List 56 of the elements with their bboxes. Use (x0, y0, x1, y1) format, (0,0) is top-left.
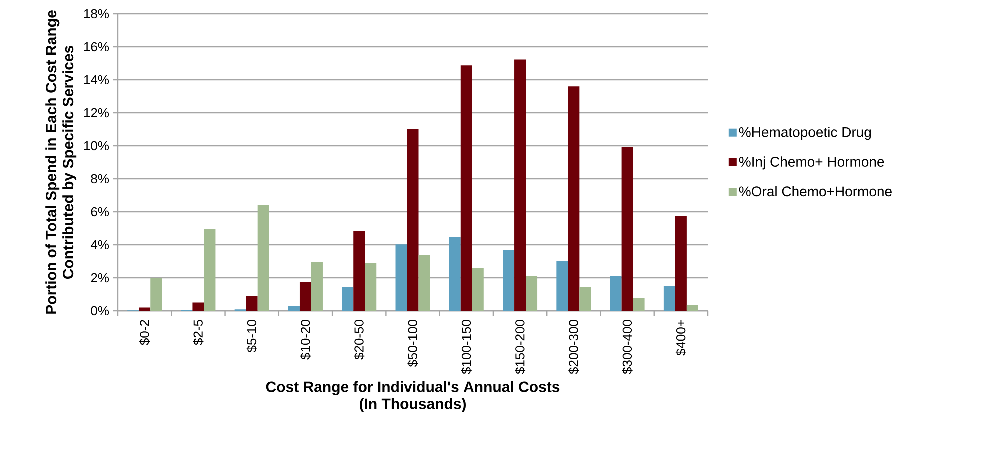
bar (664, 286, 676, 311)
bar (365, 262, 377, 311)
bar (526, 276, 538, 311)
bar (622, 146, 634, 311)
bar (503, 250, 515, 311)
x-tick-label: $5-10 (246, 320, 258, 353)
bar (311, 262, 323, 311)
bar (514, 60, 526, 311)
bar (396, 244, 408, 311)
x-tick-label: $300-400 (622, 320, 633, 374)
y-tick-label: 16% (84, 42, 110, 52)
x-axis-title: Cost Range for Individual's Annual Costs (In Thousands) (266, 381, 560, 412)
bar (204, 228, 216, 311)
bar (342, 287, 354, 311)
bar (246, 296, 258, 311)
legend-label: %Hematopoetic Drug (739, 127, 872, 140)
bar (556, 261, 568, 311)
bar (633, 298, 645, 311)
y-tick-label: 4% (90, 240, 110, 250)
y-tick-label: 2% (91, 273, 110, 283)
y-tick-label: 8% (91, 174, 110, 184)
x-tick-label: $50-100 (408, 320, 418, 368)
y-tick-label: 10% (84, 141, 110, 151)
bar (686, 305, 698, 311)
x-tick-label: $20-50 (354, 320, 365, 360)
x-tick-label: $0-2 (140, 320, 150, 346)
bar (407, 130, 419, 311)
y-tick-label: 6% (91, 207, 110, 217)
y-tick-label: 12% (84, 108, 110, 118)
x-tick-label: $100-150 (461, 320, 472, 374)
x-tick-label: $2-5 (193, 320, 204, 346)
legend-label: %Oral Chemo+Hormone (739, 186, 892, 197)
bar (472, 268, 484, 311)
bar (300, 282, 312, 311)
bar (258, 205, 270, 311)
legend-label: %Inj Chemo+ Hormone (739, 156, 884, 170)
x-tick-label: $400+ (676, 320, 686, 356)
bar (150, 278, 162, 311)
y-tick-label: 18% (84, 9, 110, 19)
y-axis-title: Portion of Total Spend in Each Cost Range Contributed by Specific Services (46, 10, 77, 314)
bar (192, 302, 204, 311)
x-tick-label: $200-300 (568, 320, 580, 374)
bar (580, 287, 592, 311)
bar (675, 216, 687, 311)
bar (354, 230, 366, 311)
bar (288, 306, 300, 311)
bar (418, 255, 430, 311)
bar (610, 276, 622, 311)
bar (568, 86, 580, 311)
x-tick-label: $150-200 (515, 320, 526, 374)
bar (449, 237, 461, 311)
y-tick-label: 14% (84, 75, 110, 85)
bar (139, 308, 151, 311)
x-tick-label: $10-20 (300, 320, 311, 360)
bar (460, 66, 472, 311)
y-tick-label: 0% (91, 306, 110, 316)
